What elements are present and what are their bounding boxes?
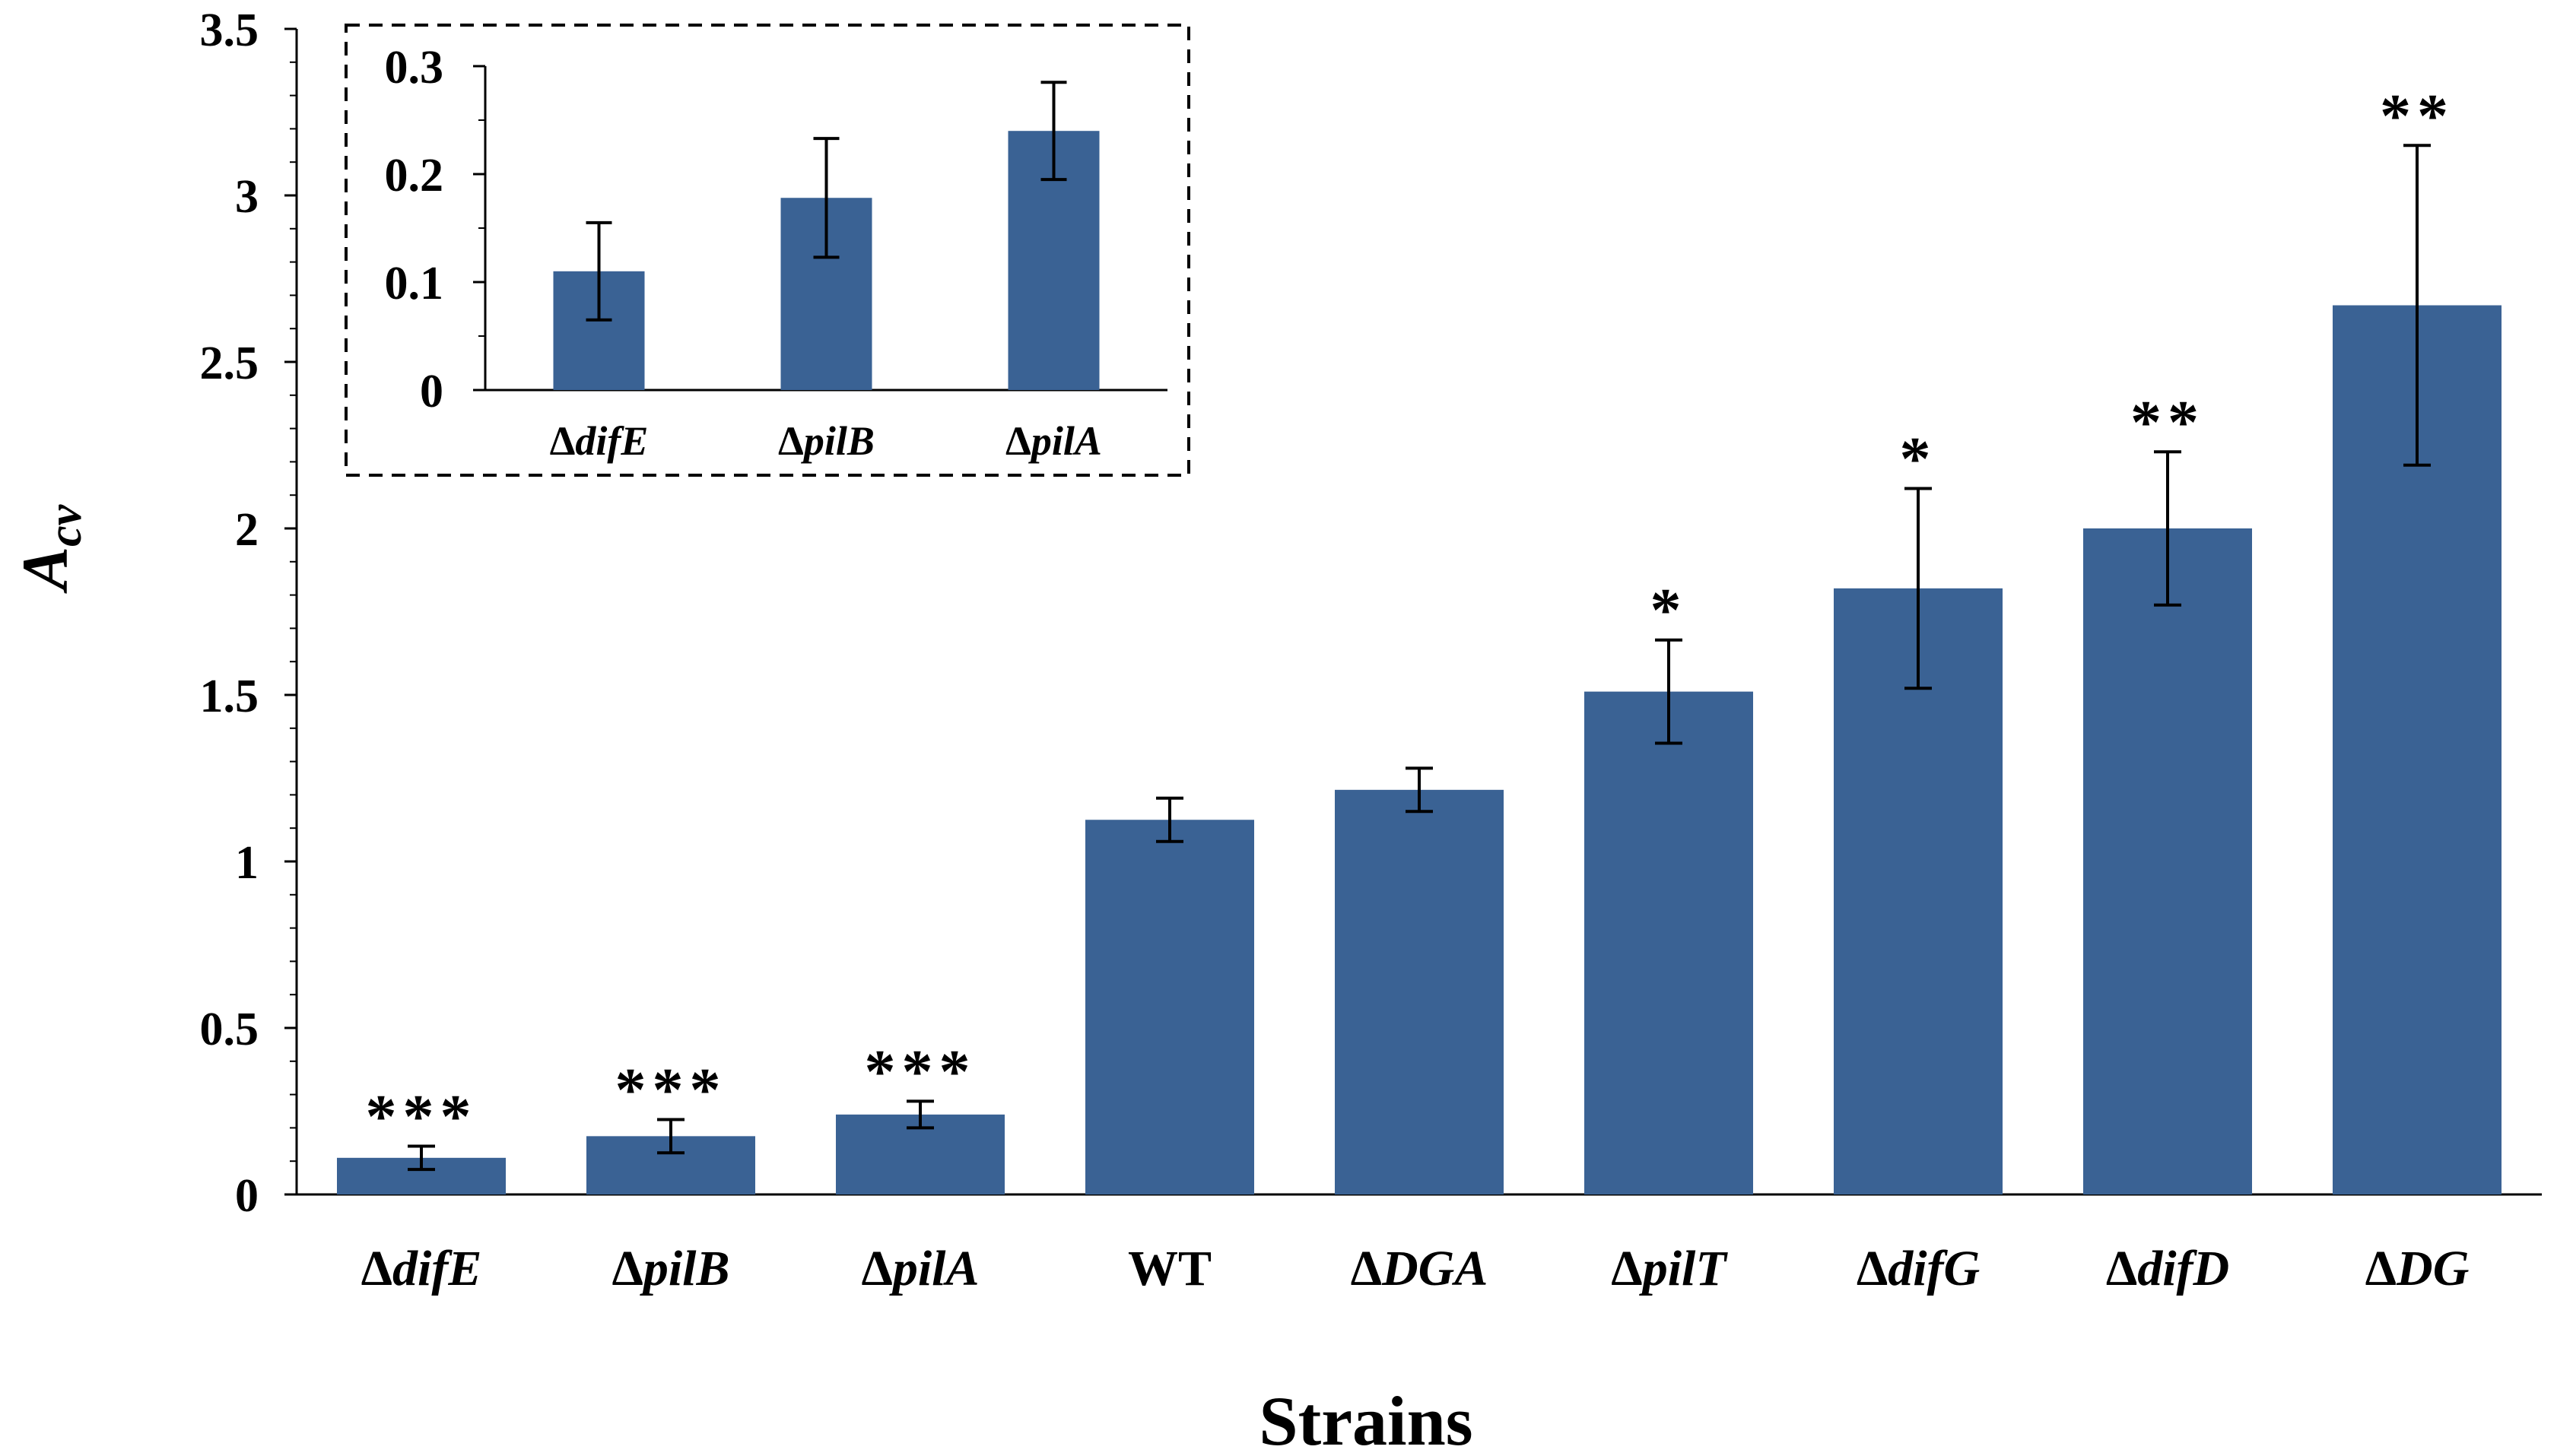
category-name: pilA	[889, 1241, 980, 1296]
category-name: difE	[575, 418, 648, 464]
significance-label: ***	[615, 1055, 727, 1124]
x-category-label: ΔdifD	[2106, 1241, 2229, 1296]
inset-y-tick-label: 0.2	[385, 150, 444, 201]
category-prefix: Δ	[2106, 1241, 2137, 1296]
category-prefix: Δ	[1005, 418, 1031, 464]
x-category-label: ΔpilA	[861, 1241, 979, 1296]
bar	[1085, 820, 1254, 1194]
category-prefix: Δ	[550, 418, 576, 464]
y-tick-label: 1.5	[200, 671, 259, 722]
y-tick-label: 2	[235, 504, 259, 556]
category-name: pilB	[640, 1241, 730, 1296]
bar	[2083, 528, 2252, 1194]
inset-x-category-label: ΔdifE	[550, 418, 649, 464]
inset-y-tick-label: 0.1	[385, 258, 444, 309]
x-category-label: WT	[1128, 1241, 1212, 1296]
category-prefix: Δ	[1351, 1241, 1382, 1296]
category-name: DG	[2396, 1241, 2469, 1296]
y-axis-title: Acv	[8, 503, 91, 594]
category-name: difD	[2137, 1241, 2229, 1296]
y-axis-title-subscript: cv	[40, 503, 91, 547]
category-prefix: Δ	[1611, 1241, 1642, 1296]
x-category-label: ΔDG	[2365, 1241, 2470, 1296]
significance-label: *	[1650, 576, 1688, 645]
x-category-label: ΔpilB	[611, 1241, 729, 1296]
category-prefix: Δ	[361, 1241, 392, 1296]
category-name: WT	[1128, 1241, 1212, 1296]
significance-label: **	[2380, 81, 2454, 150]
x-category-label: ΔDGA	[1351, 1241, 1488, 1296]
significance-label: ***	[366, 1081, 478, 1150]
x-category-label: ΔpilT	[1611, 1241, 1728, 1296]
y-tick-label: 0.5	[200, 1004, 259, 1055]
inset-y-tick-label: 0.3	[385, 42, 444, 94]
significance-label: *	[1900, 423, 1937, 493]
bar	[1335, 789, 1504, 1194]
x-category-label: ΔdifE	[361, 1241, 482, 1296]
y-axis-title-main: A	[8, 547, 81, 594]
category-prefix: Δ	[611, 1241, 643, 1296]
category-name: pilB	[801, 418, 875, 464]
main-plot: 00.511.522.533.5***ΔdifE***ΔpilB***ΔpilA…	[8, 5, 2542, 1456]
category-prefix: Δ	[861, 1241, 892, 1296]
category-prefix: Δ	[778, 418, 804, 464]
y-tick-label: 2.5	[200, 338, 259, 389]
x-axis-title: Strains	[1259, 1382, 1472, 1456]
category-name: difE	[392, 1241, 481, 1296]
y-tick-label: 0	[235, 1170, 259, 1222]
category-prefix: Δ	[1857, 1241, 1888, 1296]
inset-x-category-label: ΔpilA	[1005, 418, 1102, 464]
y-tick-label: 3	[235, 171, 259, 223]
category-name: pilT	[1639, 1241, 1729, 1296]
inset-y-tick-label: 0	[420, 366, 443, 417]
bar	[1584, 691, 1753, 1194]
category-name: difG	[1888, 1241, 1980, 1296]
inset-border	[345, 24, 1190, 477]
y-tick-label: 3.5	[200, 5, 259, 56]
category-name: pilA	[1028, 418, 1102, 464]
x-category-label: ΔdifG	[1857, 1241, 1980, 1296]
inset-x-category-label: ΔpilB	[778, 418, 875, 464]
category-prefix: Δ	[2365, 1241, 2397, 1296]
significance-label: **	[2130, 387, 2205, 456]
significance-label: ***	[865, 1036, 977, 1105]
category-name: DGA	[1381, 1241, 1488, 1296]
y-tick-label: 1	[235, 837, 259, 889]
